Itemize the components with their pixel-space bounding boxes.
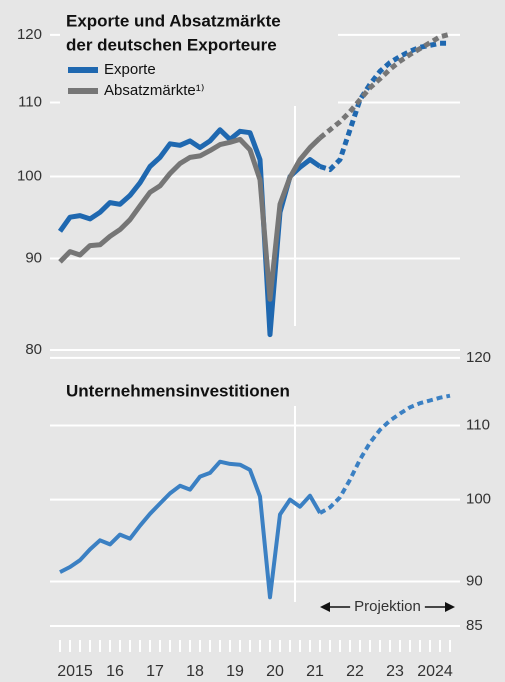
- x-tick-label: 20: [266, 663, 284, 680]
- series-line: [59, 459, 322, 600]
- y-tick-label: 90: [25, 249, 42, 266]
- title-background: [60, 378, 330, 406]
- y-tick-label: 100: [17, 168, 42, 185]
- y-tick-label: 110: [466, 416, 490, 433]
- y-tick-label: 90: [466, 573, 483, 590]
- chart-title: Unternehmensinvestitionen: [66, 381, 290, 400]
- x-tick-label: 2024: [417, 663, 453, 680]
- annotation-background: [350, 597, 425, 615]
- x-tick-label: 22: [346, 663, 364, 680]
- chart-title: der deutschen Exporteure: [66, 35, 277, 54]
- y-tick-label: 120: [17, 26, 42, 43]
- x-tick-label: 21: [306, 663, 324, 680]
- y-tick-label: 80: [25, 341, 42, 358]
- x-tick-label: 23: [386, 663, 404, 680]
- x-tick-label: 2015: [57, 663, 93, 680]
- title-background: [60, 10, 338, 106]
- y-tick-label: 85: [466, 617, 483, 634]
- y-tick-label: 120: [466, 349, 491, 366]
- projection-line: [319, 393, 451, 515]
- legend-label: Exporte: [104, 61, 156, 78]
- series-line: [58, 136, 322, 302]
- x-tick-label: 18: [186, 663, 204, 680]
- x-tick-label: 16: [106, 663, 124, 680]
- legend-label: Absatzmärkte¹⁾: [104, 82, 204, 99]
- y-tick-label: 100: [466, 491, 491, 508]
- arrow-head: [320, 602, 330, 612]
- arrow-head: [445, 602, 455, 612]
- x-tick-label: 19: [226, 663, 244, 680]
- annotation-label: Projektion: [354, 598, 421, 615]
- projection-line: [318, 31, 451, 140]
- x-tick-label: 17: [146, 663, 164, 680]
- y-tick-label: 110: [18, 93, 42, 110]
- chart-title: Exporte und Absatzmärkte: [66, 11, 281, 30]
